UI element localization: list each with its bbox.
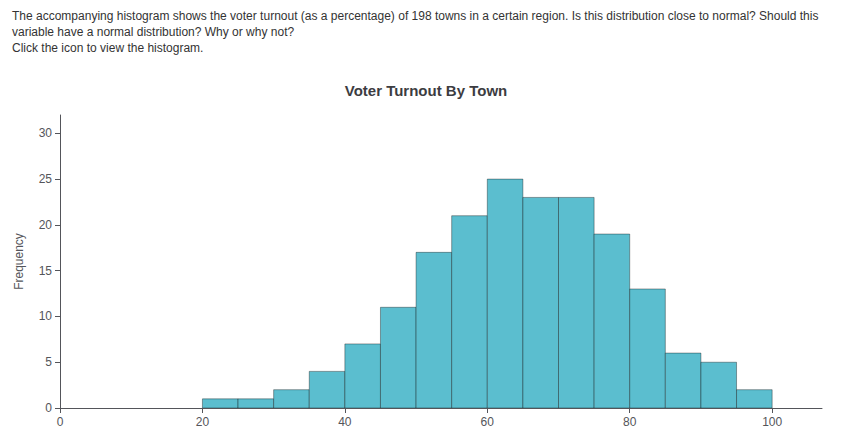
svg-text:20: 20 [196,415,210,429]
svg-text:20: 20 [39,218,53,232]
svg-text:5: 5 [45,355,52,369]
svg-text:Frequency: Frequency [12,233,26,290]
svg-text:Click the icon to view the his: Click the icon to view the histogram. [12,41,203,55]
svg-text:The accompanying histogram sho: The accompanying histogram shows the vot… [12,9,818,23]
svg-text:0: 0 [45,401,52,415]
svg-text:40: 40 [338,415,352,429]
svg-text:15: 15 [39,264,53,278]
svg-text:30: 30 [39,126,53,140]
svg-text:25: 25 [39,172,53,186]
svg-text:100: 100 [762,415,782,429]
svg-text:0: 0 [57,415,64,429]
svg-text:60: 60 [481,415,495,429]
svg-text:Voter Turnout By Town: Voter Turnout By Town [345,82,507,99]
svg-text:variable have a normal distrib: variable have a normal distribution? Why… [12,25,294,39]
svg-text:80: 80 [623,415,637,429]
svg-text:10: 10 [39,309,53,323]
